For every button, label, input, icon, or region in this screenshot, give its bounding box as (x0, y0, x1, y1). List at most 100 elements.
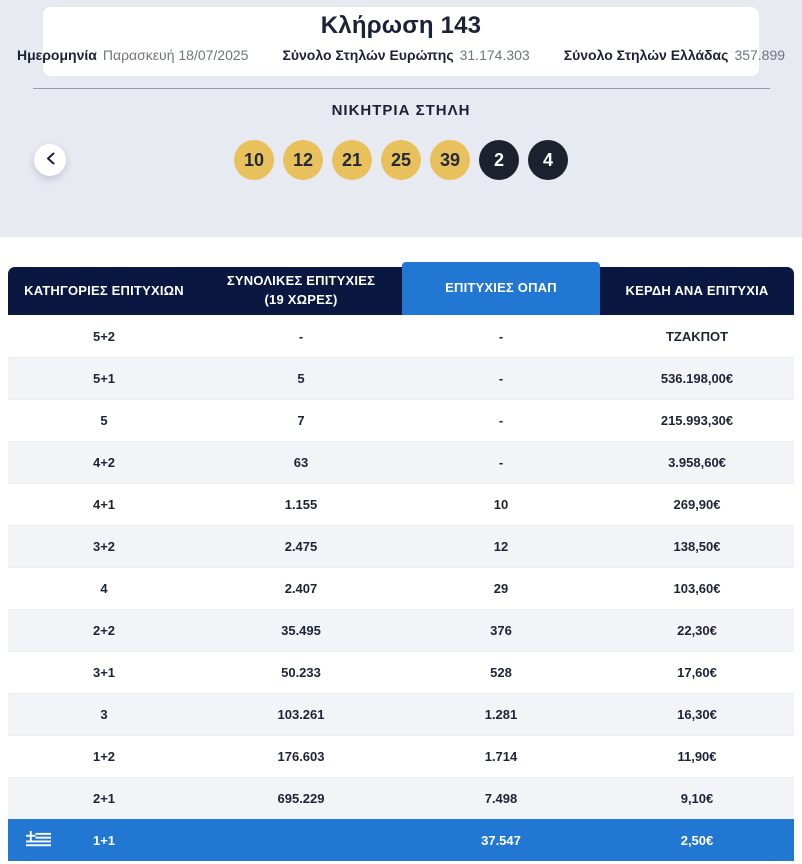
column-header-categories: ΚΑΤΗΓΟΡΙΕΣ ΕΠΙΤΥΧΙΩΝ (8, 267, 200, 315)
table-cell-opap: - (498, 413, 504, 428)
table-cell-prize: 103,60€ (673, 581, 721, 596)
table-cell-prize: 536.198,00€ (660, 371, 734, 386)
meta-value: 357.899 (734, 47, 786, 63)
meta-label: Σύνολο Στηλών Ελλάδας (563, 47, 729, 63)
table-cell-opap: 10 (493, 497, 509, 512)
table-cell-category: 3+2 (92, 539, 116, 554)
table-cell-category: 5+1 (92, 371, 116, 386)
table-cell-prize: 138,50€ (673, 539, 721, 554)
table-row: 3+1 50.233 528 17,60€ (8, 651, 794, 693)
table-cell-category: 5 (100, 413, 108, 428)
table-row: 5+1 5 - 536.198,00€ (8, 357, 794, 399)
chevron-left-icon (46, 152, 55, 168)
table-cell-opap: 528 (490, 665, 512, 680)
table-cell-total: 35.495 (281, 623, 321, 638)
table-cell-opap: 37.547 (481, 832, 521, 848)
meta-value: Παρασκευή 18/07/2025 (102, 47, 249, 63)
table-cell-total: 63 (293, 455, 309, 470)
table-cell-category: 3+1 (92, 665, 116, 680)
table-cell-total: 5 (297, 371, 305, 386)
meta-item: Σύνολο Στηλών Ελλάδας 357.899 (564, 47, 785, 63)
table-cell-category: 4+1 (92, 497, 116, 512)
winning-number-ball: 25 (381, 140, 421, 180)
euro-number-ball: 4 (528, 140, 568, 180)
table-cell-total: 2.475 (284, 539, 318, 554)
table-row: 1+2 176.603 1.714 11,90€ (8, 735, 794, 777)
meta-item: Σύνολο Στηλών Ευρώπης 31.174.303 (282, 47, 529, 63)
table-cell-category: 2+1 (92, 791, 116, 806)
table-cell-total: 2.407 (284, 581, 318, 596)
table-row: 4+2 63 - 3.958,60€ (8, 441, 794, 483)
table-cell-opap: - (498, 328, 504, 344)
table-cell-category: 4+2 (92, 455, 116, 470)
table-cell-prize: 16,30€ (677, 707, 717, 722)
table-cell-total: 695.229 (277, 791, 325, 806)
table-cell-opap: 1.281 (484, 707, 518, 722)
table-cell-prize: 2,50€ (680, 832, 714, 848)
table-cell-opap: 7.498 (484, 791, 518, 806)
greek-flag-icon (26, 831, 51, 853)
carousel-prev-button[interactable] (34, 144, 66, 176)
table-cell-prize: 22,30€ (677, 623, 717, 638)
table-cell-total: 103.261 (277, 707, 325, 722)
table-cell-opap: - (498, 371, 504, 386)
table-cell-total: 176.603 (277, 749, 325, 764)
table-cell-opap: 12 (493, 539, 509, 554)
winning-number-ball: 39 (430, 140, 470, 180)
table-cell-total: 7 (297, 413, 305, 428)
table-row: 3 103.261 1.281 16,30€ (8, 693, 794, 735)
winning-number-ball: 21 (332, 140, 372, 180)
column-header-label: ΚΕΡΔΗ ΑΝΑ ΕΠΙΤΥΧΙΑ (625, 282, 769, 298)
euro-number-ball: 2 (479, 140, 519, 180)
prize-table: ΚΑΤΗΓΟΡΙΕΣ ΕΠΙΤΥΧΙΩΝ ΣΥΝΟΛΙΚΕΣ ΕΠΙΤΥΧΙΕΣ… (8, 262, 794, 861)
table-cell-prize: 3.958,60€ (668, 455, 726, 470)
table-row: 2+2 35.495 376 22,30€ (8, 609, 794, 651)
meta-value: 31.174.303 (459, 47, 530, 63)
column-header-label: ΣΥΝΟΛΙΚΕΣ ΕΠΙΤΥΧΙΕΣ (226, 273, 376, 289)
table-cell-opap: 29 (493, 581, 509, 596)
table-cell-prize: 9,10€ (680, 791, 714, 806)
winning-column-title: ΝΙΚΗΤΡΙΑ ΣΤΗΛΗ (331, 102, 471, 119)
page-title: Κλήρωση 143 (320, 12, 482, 39)
draw-header-card: Κλήρωση 143 Ημερομηνία Παρασκευή 18/07/20… (17, 7, 785, 76)
table-row: 4+1 1.155 10 269,90€ (8, 483, 794, 525)
table-cell-opap: 1.714 (484, 749, 518, 764)
table-cell-prize: ΤΖΑΚΠΟΤ (665, 328, 729, 344)
table-row: 5+2 - - ΤΖΑΚΠΟΤ (8, 315, 794, 357)
prize-table-header: ΚΑΤΗΓΟΡΙΕΣ ΕΠΙΤΥΧΙΩΝ ΣΥΝΟΛΙΚΕΣ ΕΠΙΤΥΧΙΕΣ… (8, 262, 794, 315)
table-cell-category: 1+1 (92, 832, 116, 848)
column-header-opap-wins[interactable]: ΕΠΙΤΥΧΙΕΣ ΟΠΑΠ (402, 262, 600, 315)
column-header-label: ΕΠΙΤΥΧΙΕΣ ΟΠΑΠ (445, 280, 557, 296)
meta-label: Ημερομηνία (16, 47, 97, 63)
table-cell-total: - (298, 328, 304, 344)
table-cell-category: 4 (100, 581, 108, 596)
table-row: 3+2 2.475 12 138,50€ (8, 525, 794, 567)
winning-numbers: 10 12 21 25 39 2 4 (0, 140, 802, 180)
draw-summary-panel: Κλήρωση 143 Ημερομηνία Παρασκευή 18/07/20… (0, 0, 802, 237)
meta-item: Ημερομηνία Παρασκευή 18/07/2025 (17, 47, 248, 63)
table-row: 2+1 695.229 7.498 9,10€ (8, 777, 794, 819)
table-cell-category: 3 (100, 707, 108, 722)
draw-meta-row: Ημερομηνία Παρασκευή 18/07/2025 Σύνολο Στη… (17, 47, 785, 63)
table-cell-prize: 17,60€ (677, 665, 717, 680)
column-header-sublabel: (19 ΧΩΡΕΣ) (264, 292, 338, 307)
prize-table-body: 5+2 - - ΤΖΑΚΠΟΤ 5+1 5 - 536.198,00€ 5 7 - 215.993,3… (8, 315, 794, 819)
section-divider (33, 88, 770, 89)
column-header-label: ΚΑΤΗΓΟΡΙΕΣ ΕΠΙΤΥΧΙΩΝ (24, 282, 184, 298)
table-cell-category: 2+2 (92, 623, 116, 638)
winning-number-ball: 10 (234, 140, 274, 180)
table-cell-total: 50.233 (281, 665, 321, 680)
table-cell-total: 1.155 (284, 497, 318, 512)
table-cell-prize: 215.993,30€ (660, 413, 734, 428)
table-row: 4 2.407 29 103,60€ (8, 567, 794, 609)
table-row-highlight: 1+1 37.547 2,50€ (8, 819, 794, 861)
meta-label: Σύνολο Στηλών Ευρώπης (282, 47, 454, 63)
table-cell-opap: - (498, 455, 504, 470)
winning-number-ball: 12 (283, 140, 323, 180)
table-cell-category: 5+2 (92, 328, 116, 344)
table-cell-opap: 376 (490, 623, 512, 638)
table-cell-prize: 269,90€ (673, 497, 721, 512)
table-row: 5 7 - 215.993,30€ (8, 399, 794, 441)
table-cell-prize: 11,90€ (677, 749, 717, 764)
table-cell-category: 1+2 (92, 749, 116, 764)
